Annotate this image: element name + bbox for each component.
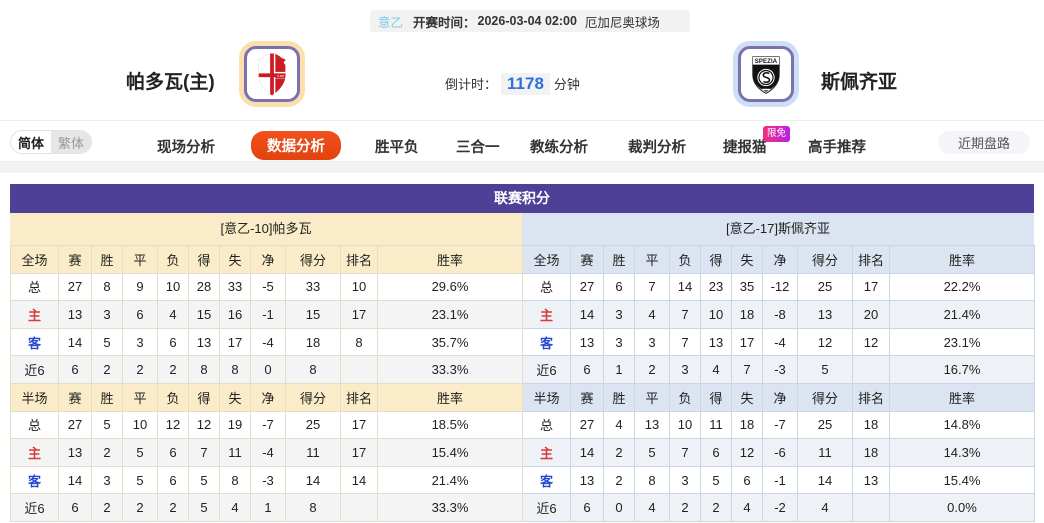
svg-text:SPEZIA: SPEZIA [755,59,778,65]
svg-text:C.S.P.: C.S.P. [277,75,284,78]
